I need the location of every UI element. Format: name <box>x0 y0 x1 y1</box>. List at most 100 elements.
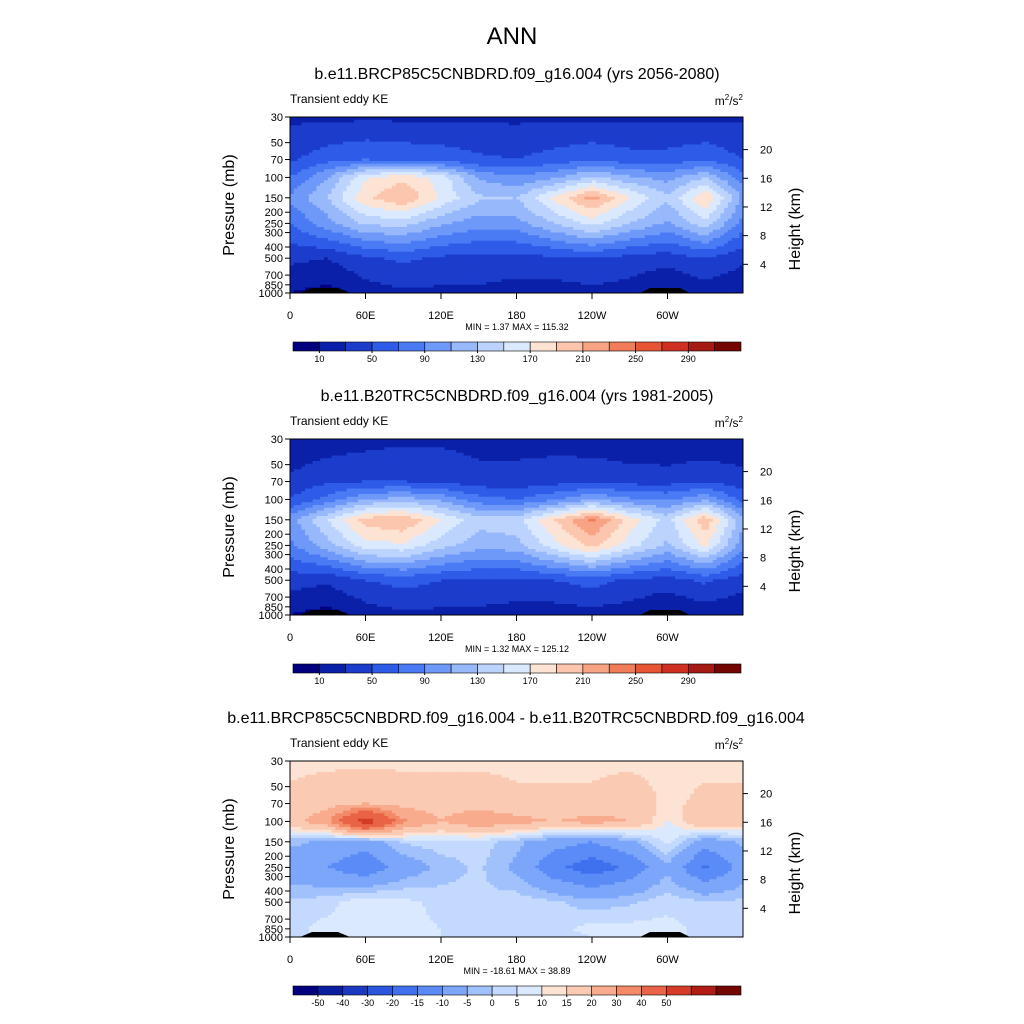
field-cell <box>637 216 642 220</box>
field-cell <box>418 191 423 195</box>
field-cell <box>410 155 416 159</box>
field-cell <box>342 224 348 228</box>
field-cell <box>361 183 367 187</box>
field-cell <box>693 216 699 220</box>
field-cell <box>614 227 620 231</box>
field-cell <box>305 210 310 214</box>
field-cell <box>297 227 302 231</box>
field-cell <box>520 128 525 132</box>
field-cell <box>580 141 586 146</box>
field-cell <box>444 180 450 184</box>
field-cell <box>463 155 469 159</box>
field-cell <box>407 119 412 124</box>
field-cell <box>576 210 582 214</box>
field-cell <box>493 147 499 151</box>
field-cell <box>369 205 374 209</box>
field-cell <box>599 163 604 168</box>
field-cell <box>716 128 721 132</box>
field-cell <box>312 152 318 157</box>
field-cell <box>293 128 299 132</box>
field-cell <box>380 161 385 165</box>
field-cell <box>369 141 374 146</box>
field-cell <box>724 158 729 162</box>
field-cell <box>384 205 389 209</box>
field-cell <box>512 166 518 170</box>
field-cell <box>595 180 601 184</box>
field-cell <box>497 130 503 135</box>
field-cell <box>618 125 623 129</box>
field-cell <box>399 227 404 231</box>
field-cell <box>376 229 382 234</box>
field-cell <box>697 194 703 198</box>
field-cell <box>482 122 487 126</box>
field-cell <box>584 180 589 184</box>
field-cell <box>527 180 533 184</box>
field-label: Transient eddy KE <box>290 92 388 106</box>
field-cell <box>625 174 631 179</box>
field-cell <box>361 196 367 201</box>
field-cell <box>580 199 586 203</box>
field-cell <box>410 122 416 126</box>
field-cell <box>505 166 510 170</box>
field-cell <box>648 169 654 173</box>
field-cell <box>399 144 404 148</box>
field-cell <box>365 196 370 201</box>
field-cell <box>373 183 378 187</box>
field-cell <box>505 188 510 192</box>
field-cell <box>558 161 563 165</box>
field-cell <box>614 202 620 206</box>
field-cell <box>339 144 344 148</box>
field-cell <box>456 152 461 157</box>
field-cell <box>675 128 680 132</box>
field-cell <box>459 185 465 190</box>
field-cell <box>403 205 408 209</box>
field-cell <box>727 196 733 201</box>
field-cell <box>599 133 604 137</box>
field-cell <box>709 227 714 231</box>
field-cell <box>399 218 404 223</box>
field-cell <box>607 172 612 176</box>
field-cell <box>456 141 461 146</box>
field-cell <box>459 172 465 176</box>
field-cell <box>693 185 699 190</box>
field-cell <box>527 136 533 140</box>
field-cell <box>633 174 638 179</box>
field-cell <box>357 221 363 225</box>
field-cell <box>569 188 574 192</box>
field-cell <box>520 177 525 181</box>
field-cell <box>622 166 627 170</box>
field-cell <box>474 122 480 126</box>
field-cell <box>667 224 672 228</box>
field-cell <box>357 210 363 214</box>
field-cell <box>607 213 612 217</box>
field-cell <box>565 161 570 165</box>
field-cell <box>686 144 691 148</box>
field-cell <box>505 174 510 179</box>
field-cell <box>407 155 412 159</box>
field-cell <box>433 199 438 203</box>
field-cell <box>490 213 495 217</box>
field-cell <box>709 144 714 148</box>
field-cell <box>342 196 348 201</box>
field-cell <box>603 194 608 198</box>
field-cell <box>391 221 397 225</box>
field-cell <box>452 180 457 184</box>
field-cell <box>490 139 495 143</box>
field-cell <box>573 213 578 217</box>
field-cell <box>569 180 574 184</box>
field-cell <box>346 147 352 151</box>
field-cell <box>365 218 370 223</box>
field-cell <box>467 174 472 179</box>
field-cell <box>588 133 593 137</box>
field-cell <box>678 152 684 157</box>
field-cell <box>542 161 548 165</box>
field-cell <box>576 125 582 129</box>
field-cell <box>588 202 593 206</box>
field-cell <box>395 119 401 124</box>
field-cell <box>592 152 597 157</box>
field-cell <box>452 227 457 231</box>
field-cell <box>558 117 563 121</box>
field-cell <box>641 136 646 140</box>
field-cell <box>508 158 514 162</box>
field-cell <box>301 188 306 192</box>
